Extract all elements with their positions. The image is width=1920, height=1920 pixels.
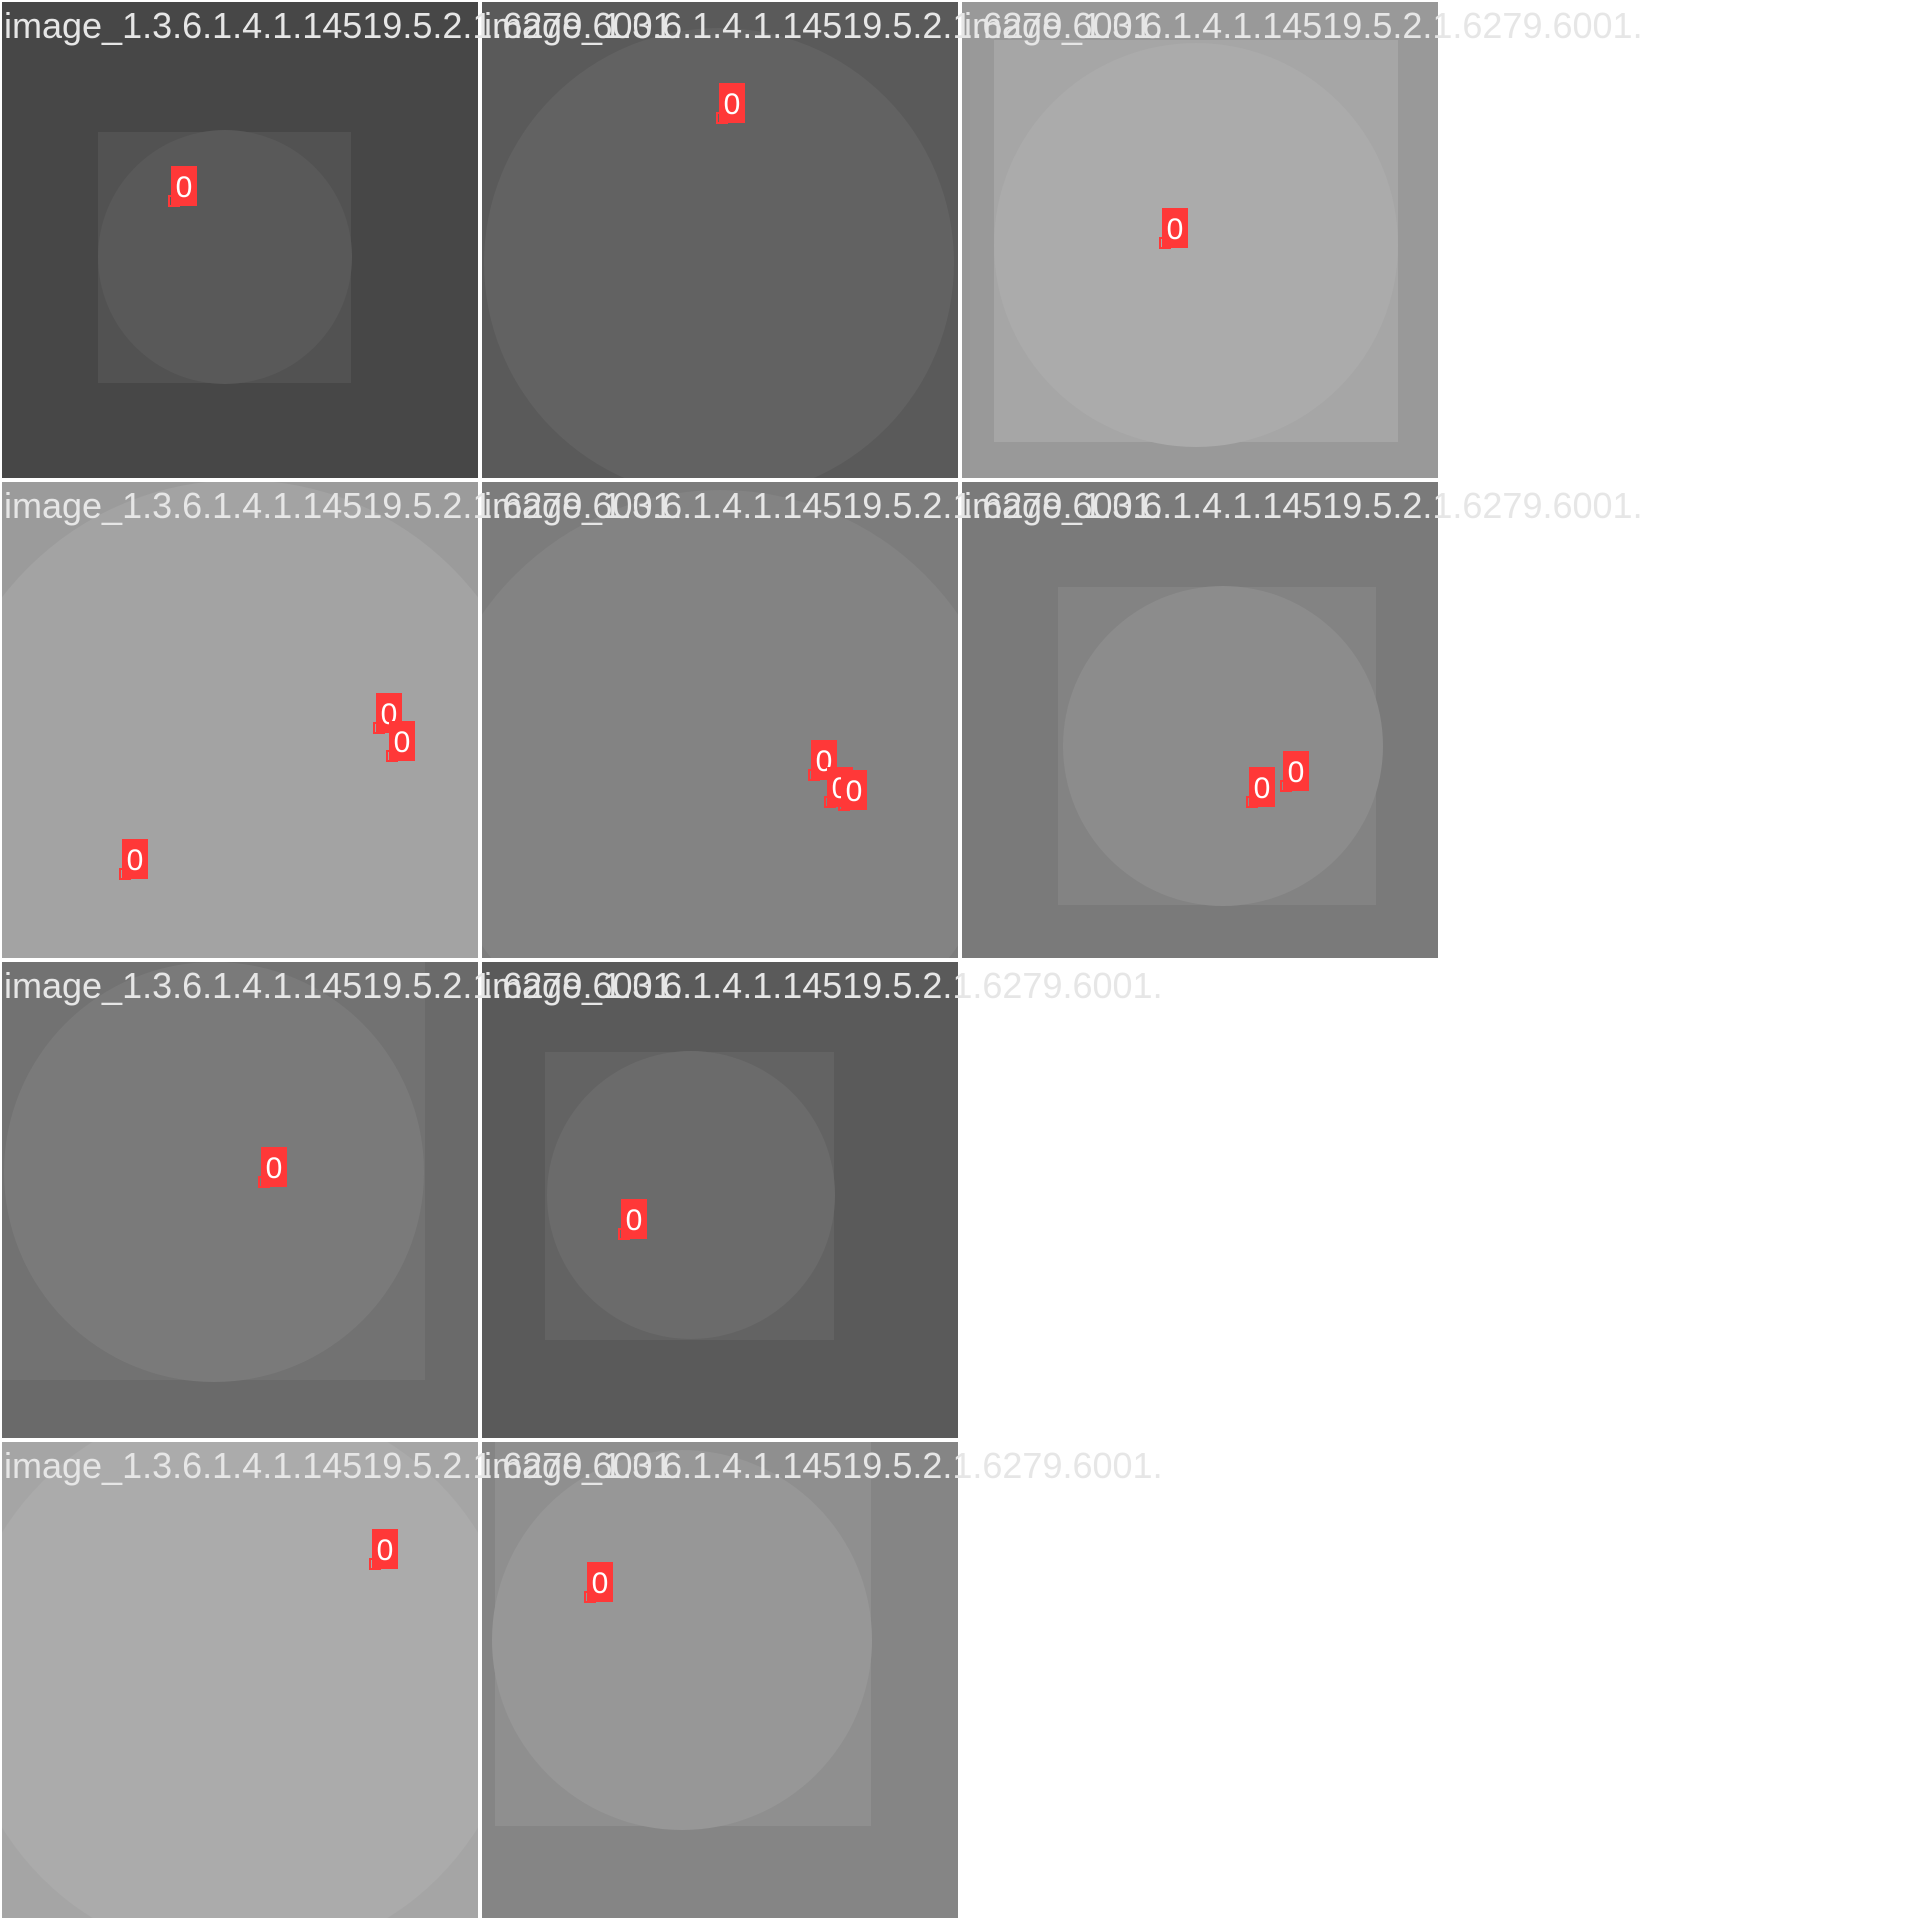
- box-label: 0: [1288, 756, 1305, 789]
- tile: 0: [0, 960, 480, 1440]
- box-label: 0: [846, 775, 863, 808]
- label-background: [171, 166, 197, 206]
- label-background: [1249, 767, 1275, 807]
- box-label: 0: [377, 1534, 394, 1567]
- titles: image_1.3.6.1.4.1.14519.5.2.1.6279.6001.…: [4, 5, 1643, 1486]
- label-background: [621, 1199, 647, 1239]
- tile: 0: [960, 0, 1440, 480]
- scan-body: [547, 1051, 835, 1339]
- box-label: 0: [626, 1204, 643, 1237]
- scan-body: [1063, 586, 1383, 906]
- label-background: [1162, 208, 1188, 248]
- label-background: [372, 1529, 398, 1569]
- scan-body: [994, 43, 1398, 447]
- tile-title: image_1.3.6.1.4.1.14519.5.2.1.6279.6001.: [4, 1445, 683, 1486]
- label-background: [122, 839, 148, 879]
- tile-title: image_1.3.6.1.4.1.14519.5.2.1.6279.6001.: [4, 485, 683, 526]
- scan-body: [0, 1440, 480, 1920]
- tile-title: image_1.3.6.1.4.1.14519.5.2.1.6279.6001.: [484, 485, 1163, 526]
- scan-body: [4, 962, 424, 1382]
- label-background: [1283, 751, 1309, 791]
- box-label: 0: [1167, 213, 1184, 246]
- scan-body: [98, 130, 352, 384]
- tile-title: image_1.3.6.1.4.1.14519.5.2.1.6279.6001.: [484, 5, 1163, 46]
- tile: 0: [480, 960, 960, 1440]
- label-background: [261, 1147, 287, 1187]
- tile: 0: [0, 1440, 480, 1920]
- tile-title: image_1.3.6.1.4.1.14519.5.2.1.6279.6001.: [4, 5, 683, 46]
- tile: 000: [0, 480, 480, 960]
- box-label: 0: [394, 726, 411, 759]
- tile-title: image_1.3.6.1.4.1.14519.5.2.1.6279.6001.: [484, 965, 1163, 1006]
- box-label: 0: [266, 1152, 283, 1185]
- tile-title: image_1.3.6.1.4.1.14519.5.2.1.6279.6001.: [964, 5, 1643, 46]
- tile: 0: [480, 1440, 960, 1920]
- box-label: 0: [176, 171, 193, 204]
- label-background: [587, 1562, 613, 1602]
- scan-body: [492, 1450, 872, 1830]
- box-label: 0: [127, 844, 144, 877]
- scan-body: [484, 28, 954, 480]
- label-background: [841, 770, 867, 810]
- tile-title: image_1.3.6.1.4.1.14519.5.2.1.6279.6001.: [4, 965, 683, 1006]
- tile: 000: [480, 480, 960, 960]
- label-background: [389, 721, 415, 761]
- tile-title: image_1.3.6.1.4.1.14519.5.2.1.6279.6001.: [484, 1445, 1163, 1486]
- box-label: 0: [724, 88, 741, 121]
- tile: 0: [0, 0, 480, 480]
- label-background: [719, 83, 745, 123]
- scan-body: [0, 480, 480, 960]
- scan-body: [480, 490, 960, 960]
- box-label: 0: [1254, 772, 1271, 805]
- tile: 0: [480, 0, 960, 480]
- box-label: 0: [592, 1567, 609, 1600]
- tile-title: image_1.3.6.1.4.1.14519.5.2.1.6279.6001.: [964, 485, 1643, 526]
